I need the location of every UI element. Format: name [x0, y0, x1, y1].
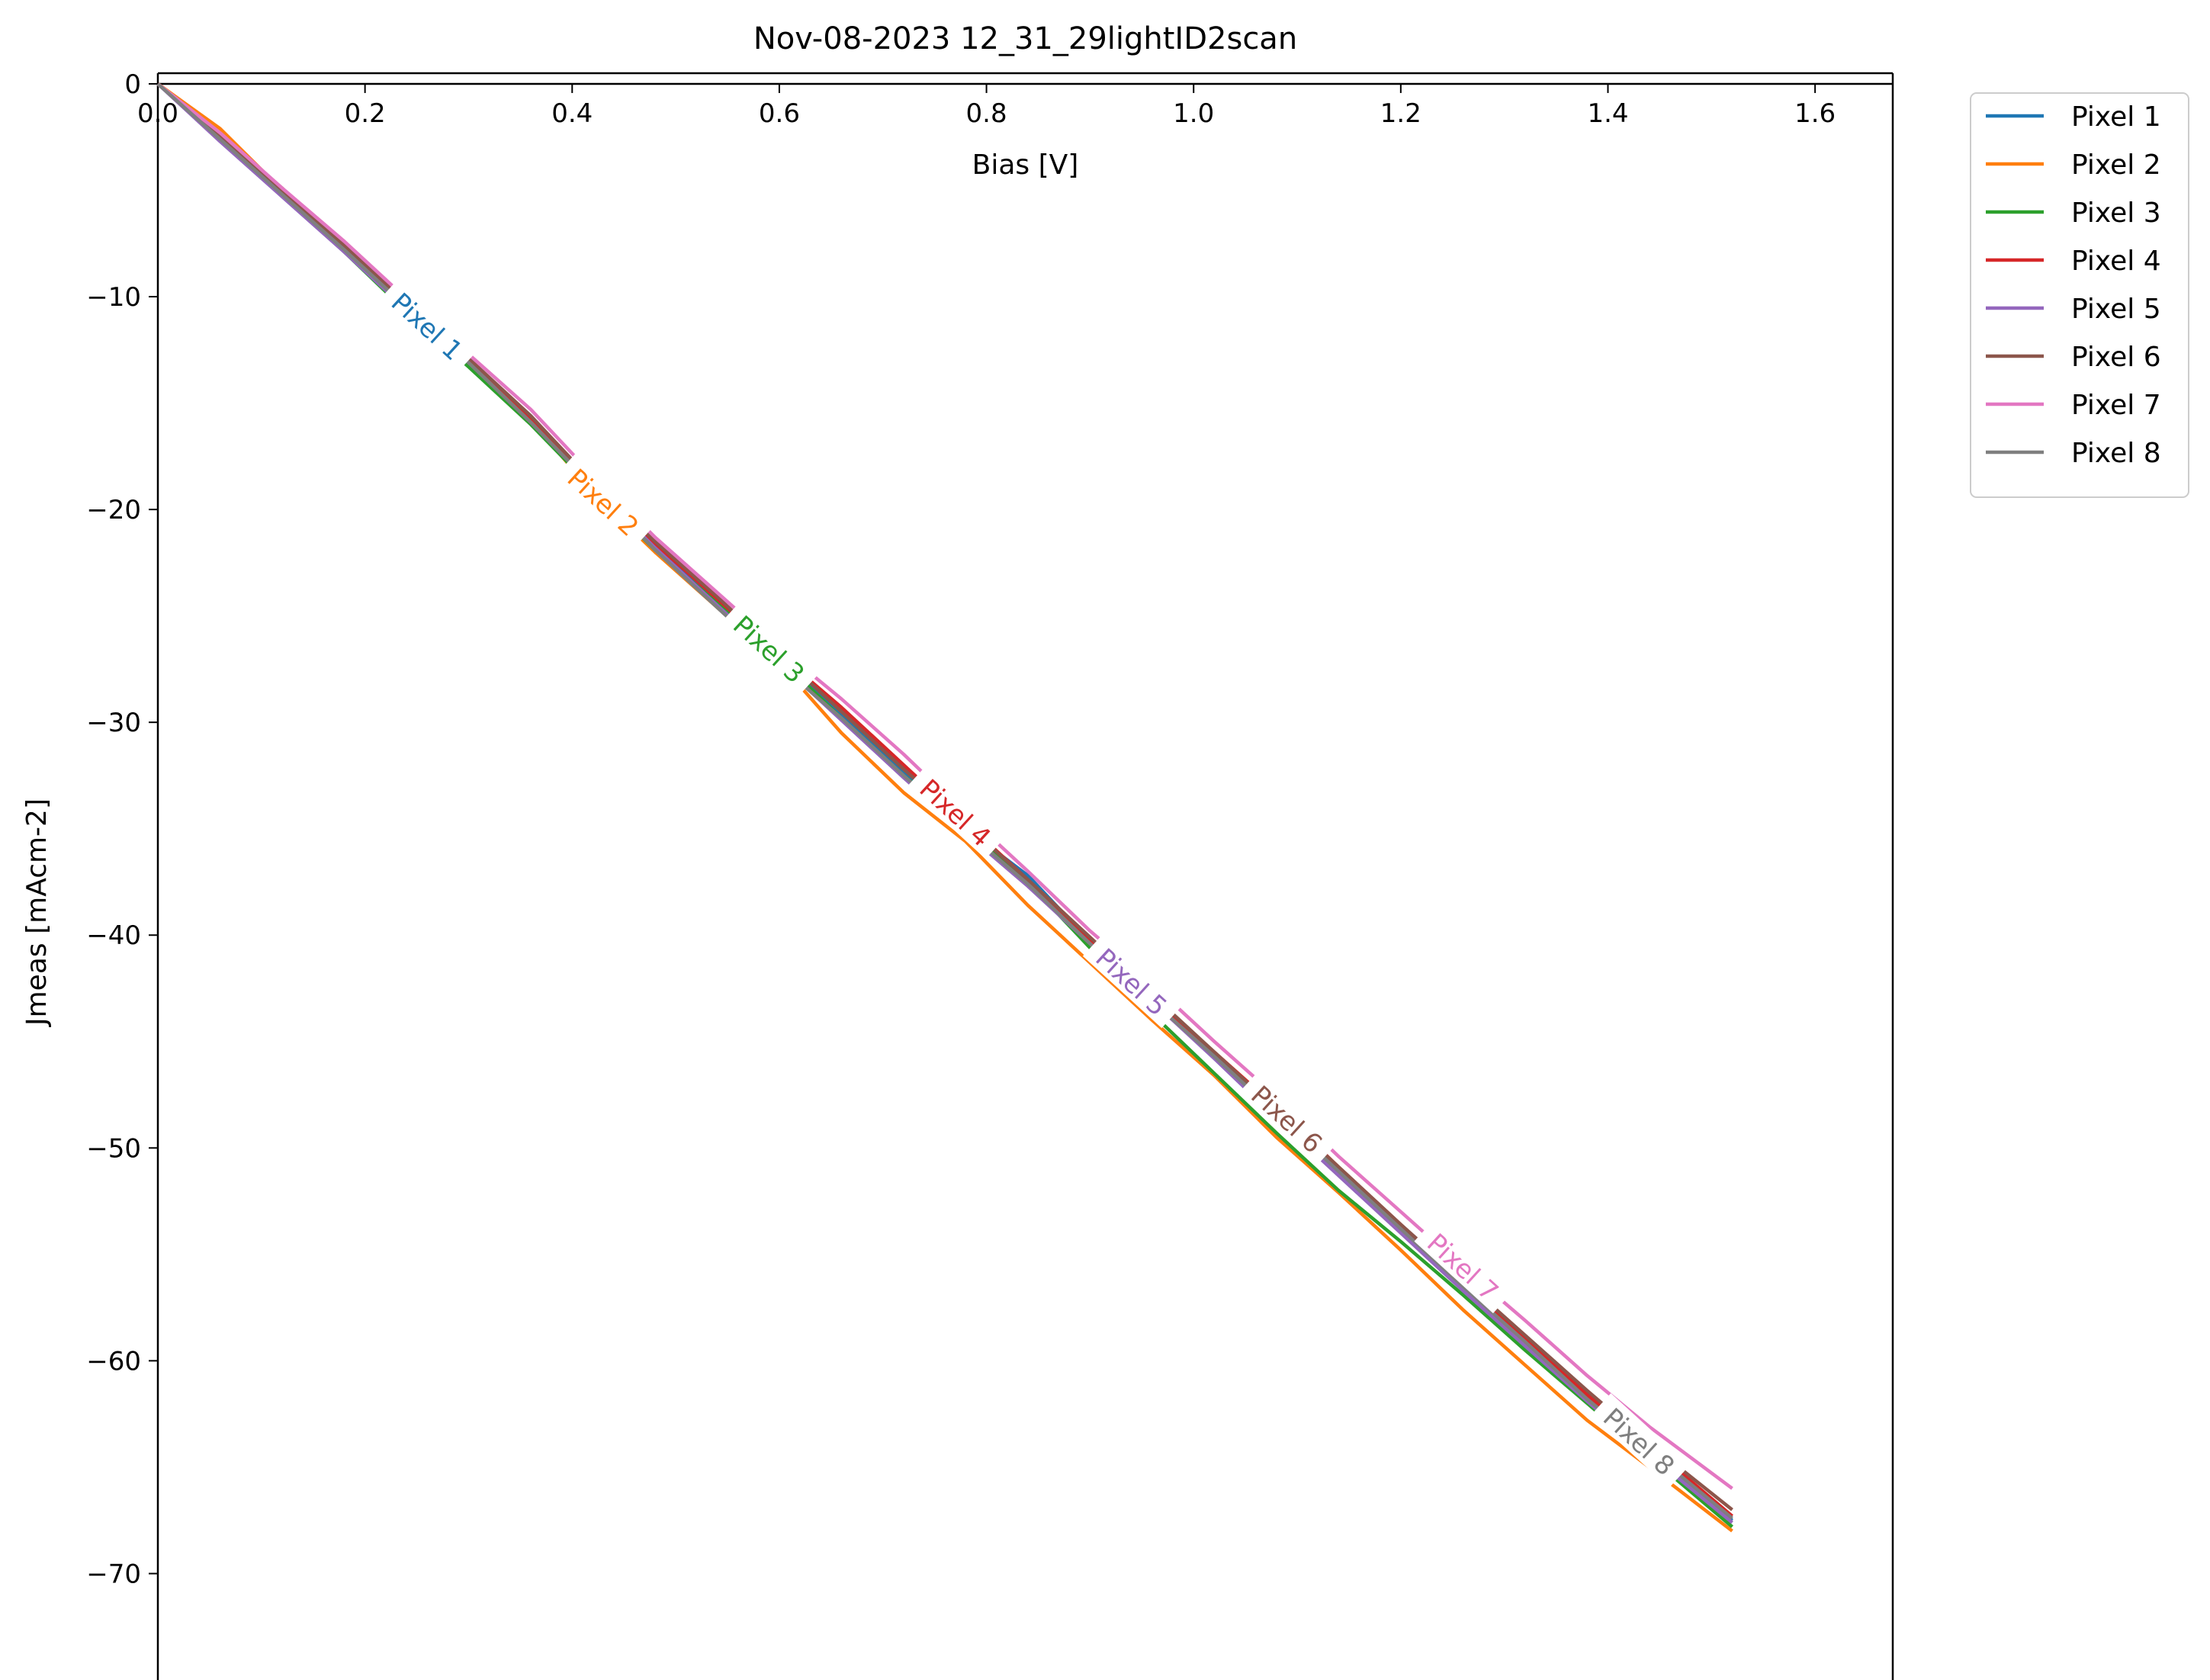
- x-tick-label: 0.4: [551, 98, 593, 129]
- inline-label: Pixel 6: [1238, 1071, 1338, 1166]
- x-tick-label: 0.8: [966, 98, 1007, 129]
- legend-entry: Pixel 1: [2071, 101, 2161, 133]
- x-tick-label: 1.0: [1173, 98, 1214, 129]
- inline-label-bg: [554, 454, 654, 549]
- x-tick-label: 1.6: [1794, 98, 1836, 129]
- axes: 0.0 0.2 0.4 0.6 0.8 1.0 1.2 1.4 1.6 0 −10 −20 −30 −40…: [86, 69, 1894, 1680]
- inline-label: Pixel 1: [378, 278, 478, 373]
- y-tick-label: 0: [124, 69, 141, 100]
- inline-label-text: Pixel 2: [561, 463, 644, 542]
- inline-label-bg: [720, 600, 820, 695]
- inline-label: Pixel 4: [906, 764, 1007, 859]
- y-tick-label: −10: [86, 282, 141, 313]
- inline-label-bg: [1082, 933, 1183, 1029]
- inline-label-bg: [378, 278, 478, 373]
- y-tick-label: −70: [86, 1559, 141, 1589]
- legend-entry: Pixel 3: [2071, 198, 2161, 229]
- legend-entry: Pixel 7: [2071, 390, 2161, 421]
- x-tick-label: 0.2: [345, 98, 386, 129]
- y-tick-label: −60: [86, 1346, 141, 1376]
- x-tick-label: 0.6: [759, 98, 800, 129]
- inline-label-text: Pixel 3: [727, 610, 810, 689]
- x-axis-label: Bias [V]: [972, 149, 1079, 181]
- y-tick-label: −50: [86, 1133, 141, 1164]
- chart-title: Nov-08-2023 12_31_29lightID2scan: [753, 21, 1297, 56]
- inline-label-text: Pixel 1: [385, 287, 468, 367]
- x-tick-label: 1.4: [1587, 98, 1628, 129]
- y-tick-label: −40: [86, 920, 141, 951]
- inline-label-bg: [1590, 1393, 1690, 1488]
- inline-label: Pixel 8: [1590, 1393, 1690, 1488]
- legend-entry: Pixel 5: [2071, 294, 2161, 325]
- x-tick-label: 0.0: [137, 98, 178, 129]
- inline-label-bg: [1238, 1071, 1338, 1166]
- inline-label: Pixel 5: [1082, 933, 1183, 1029]
- y-tick-label: −20: [86, 495, 141, 525]
- x-tick-label: 1.2: [1380, 98, 1421, 129]
- inline-label-bg: [906, 764, 1007, 859]
- legend-entry: Pixel 8: [2071, 438, 2161, 469]
- legend-entry: Pixel 4: [2071, 246, 2161, 277]
- inline-label: Pixel 3: [720, 600, 820, 695]
- legend-entry: Pixel 2: [2071, 149, 2161, 181]
- inline-label-bg: [1414, 1219, 1514, 1314]
- y-tick-label: −30: [86, 708, 141, 738]
- legend: Pixel 1 Pixel 2 Pixel 3 Pixel 4 Pixel 5 Pixel…: [1970, 92, 2189, 498]
- inline-label-text: Pixel 5: [1090, 943, 1173, 1022]
- inline-label: Pixel 2: [554, 454, 654, 549]
- inline-label-text: Pixel 4: [914, 773, 997, 853]
- y-axis-label: Jmeas [mAcm-2]: [21, 798, 53, 1027]
- legend-entry: Pixel 6: [2071, 342, 2161, 373]
- legend-box: [1970, 92, 2189, 498]
